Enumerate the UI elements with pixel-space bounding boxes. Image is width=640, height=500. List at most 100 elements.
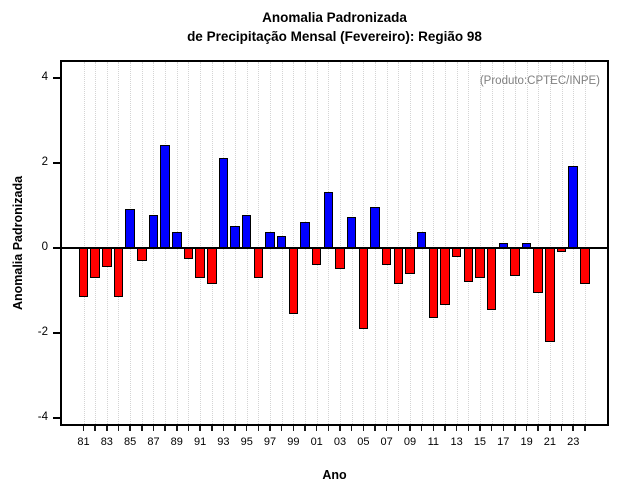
x-tick-mark xyxy=(106,426,108,431)
gridline xyxy=(95,62,97,424)
x-tick-mark xyxy=(537,426,539,431)
zero-axis-line xyxy=(62,247,607,249)
gridline xyxy=(456,62,458,424)
y-tick-label: 2 xyxy=(41,156,48,168)
x-tick-mark xyxy=(339,426,341,431)
bar-1994 xyxy=(230,225,240,248)
x-tick-mark xyxy=(292,426,295,431)
x-tick-mark xyxy=(129,426,131,431)
x-tick-label: 83 xyxy=(100,436,113,448)
x-tick-label: 17 xyxy=(497,436,510,448)
bar-1992 xyxy=(207,247,217,285)
x-tick-mark xyxy=(514,426,516,431)
gridline xyxy=(118,62,120,424)
gridline xyxy=(211,62,213,424)
x-tick-mark xyxy=(152,426,155,431)
x-tick-mark xyxy=(350,426,353,431)
x-tick-label: 15 xyxy=(473,436,487,448)
x-tick-mark xyxy=(584,426,586,431)
chart-title-line1: Anomalia Padronizada xyxy=(262,10,407,25)
x-tick-mark xyxy=(560,426,563,431)
y-tick-mark xyxy=(53,77,60,79)
bar-1995 xyxy=(241,215,252,248)
x-tick-label: 19 xyxy=(520,436,533,448)
y-tick-label: 4 xyxy=(41,71,48,83)
bar-1991 xyxy=(195,247,205,278)
x-tick-label: 99 xyxy=(287,436,300,448)
x-tick-mark xyxy=(269,426,271,431)
bar-2001 xyxy=(311,247,322,265)
gridline xyxy=(398,62,400,424)
bar-2024 xyxy=(580,247,590,285)
x-tick-mark xyxy=(280,426,283,431)
x-tick-mark xyxy=(409,426,411,431)
x-tick-mark xyxy=(304,426,306,431)
x-tick-mark xyxy=(222,426,225,431)
x-tick-mark xyxy=(315,426,318,431)
plot-area: (Produto:CPTEC/INPE) xyxy=(60,60,609,426)
bar-1999 xyxy=(288,247,299,314)
gridline xyxy=(293,62,295,424)
x-tick-label: 01 xyxy=(310,436,323,448)
gridline xyxy=(468,62,470,424)
x-tick-mark xyxy=(432,426,435,431)
x-tick-mark xyxy=(490,426,493,431)
bar-2016 xyxy=(486,247,497,310)
gridline xyxy=(444,62,446,424)
x-tick-mark xyxy=(94,426,96,431)
bar-2010 xyxy=(416,232,427,248)
bar-2007 xyxy=(381,247,392,265)
bar-2005 xyxy=(358,247,369,329)
x-tick-label: 95 xyxy=(240,436,253,448)
bar-1982 xyxy=(90,247,100,278)
x-tick-label: 85 xyxy=(124,436,137,448)
x-tick-mark xyxy=(245,426,248,431)
x-tick-mark xyxy=(117,426,120,431)
x-tick-mark xyxy=(82,426,85,431)
x-tick-mark xyxy=(572,426,574,431)
bar-2012 xyxy=(440,247,450,306)
bar-1997 xyxy=(265,232,275,248)
bar-1987 xyxy=(148,215,159,248)
bar-1986 xyxy=(137,247,147,261)
x-tick-label: 89 xyxy=(170,436,183,448)
y-tick-mark xyxy=(53,332,60,334)
bar-2015 xyxy=(475,247,485,278)
bar-1988 xyxy=(160,145,170,248)
x-axis-title: Ano xyxy=(322,468,347,482)
bar-2008 xyxy=(393,247,404,285)
gridline xyxy=(549,62,551,424)
y-tick-label: -2 xyxy=(37,326,48,338)
x-tick-mark xyxy=(362,426,365,431)
y-tick-mark xyxy=(53,247,60,249)
x-tick-mark xyxy=(397,426,400,431)
gridline xyxy=(433,62,435,424)
bar-2009 xyxy=(405,247,415,274)
bar-2020 xyxy=(533,247,543,293)
x-tick-mark xyxy=(234,426,236,431)
x-tick-mark xyxy=(164,426,166,431)
bar-2021 xyxy=(545,247,555,342)
x-tick-label: 21 xyxy=(543,436,557,448)
source-annotation: (Produto:CPTEC/INPE) xyxy=(479,75,600,87)
x-tick-mark xyxy=(549,426,551,431)
x-tick-label: 81 xyxy=(77,436,90,448)
x-tick-mark xyxy=(327,426,330,431)
x-tick-mark xyxy=(525,426,528,431)
gridline xyxy=(584,62,586,424)
gridline xyxy=(561,62,563,424)
y-tick-mark xyxy=(53,417,60,419)
bar-1984 xyxy=(113,247,124,297)
gridline xyxy=(316,62,318,424)
gridline xyxy=(514,62,516,424)
bar-1996 xyxy=(253,247,264,278)
x-tick-mark xyxy=(479,426,481,431)
x-tick-mark xyxy=(374,426,376,431)
x-tick-label: 11 xyxy=(427,436,439,448)
y-tick-label: -4 xyxy=(37,411,48,423)
x-tick-label: 03 xyxy=(333,436,347,448)
x-tick-mark xyxy=(467,426,470,431)
x-tick-mark xyxy=(187,426,190,431)
bar-2000 xyxy=(300,221,310,248)
x-tick-mark xyxy=(211,426,213,431)
